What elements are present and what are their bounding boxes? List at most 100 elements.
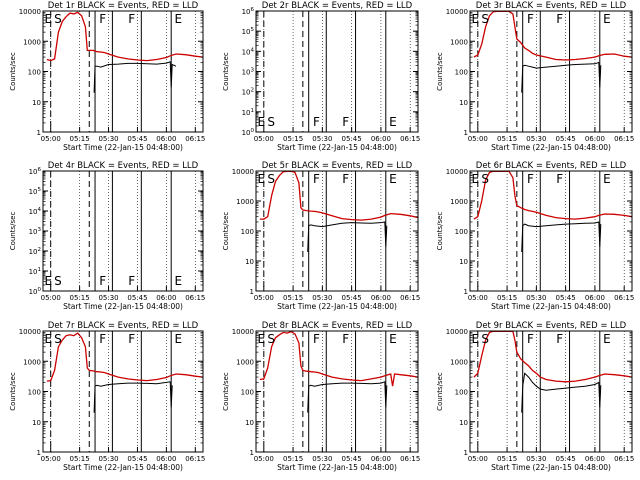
y-tick-label: 102 — [242, 88, 254, 97]
x-tick-label: 05:30 — [98, 455, 118, 463]
x-tick-label: 05:00 — [468, 455, 488, 463]
y-tick-label: 1 — [464, 449, 468, 457]
interval-marker: F — [99, 332, 106, 346]
y-tick-label: 10 — [459, 99, 468, 107]
x-tick-label: 06:15 — [614, 135, 634, 143]
detector-panel-8: Det 8r BLACK = Events, RED = LLD 1 10 100 10… — [222, 321, 420, 472]
interval-marker: F — [99, 12, 106, 26]
interval-marker: F — [342, 332, 349, 346]
interval-marker: E — [174, 332, 182, 346]
y-axis-label: Counts/sec — [9, 212, 17, 251]
detector-panel-1: Det 1r BLACK = Events, RED = LLD 1 10 100 10… — [9, 1, 205, 152]
interval-marker: F — [556, 12, 563, 26]
y-tick-label: 1000 — [236, 358, 254, 366]
y-tick-label: 1 — [250, 288, 254, 296]
series-lld — [46, 332, 203, 382]
y-tick-label: 100 — [28, 69, 41, 77]
y-tick-label: 1000 — [23, 38, 41, 46]
x-tick-label: 06:15 — [614, 294, 634, 302]
x-tick-label: 05:15 — [283, 294, 303, 302]
y-tick-label: 104 — [29, 207, 42, 216]
interval-marker: S — [54, 12, 62, 26]
y-tick-label: 10 — [245, 419, 254, 427]
plot-frame — [255, 330, 419, 453]
y-axis-label: Counts/sec — [436, 372, 444, 411]
x-tick-label: 05:00 — [254, 294, 274, 302]
panel-title: Det 5r BLACK = Events, RED = LLD — [262, 161, 413, 171]
interval-marker: S — [267, 332, 275, 346]
series-lld — [473, 11, 632, 61]
y-tick-label: 10 — [459, 419, 468, 427]
interval-marker: E — [45, 12, 53, 26]
y-tick-label: 10000 — [232, 328, 254, 336]
detector-panel-7: Det 7r BLACK = Events, RED = LLD 1 10 100 10… — [9, 321, 205, 472]
interval-marker: E — [258, 115, 266, 129]
x-tick-label: 05:30 — [526, 294, 546, 302]
plot-frame — [42, 10, 204, 133]
x-tick-label: 05:45 — [556, 135, 576, 143]
panel-title: Det 4r BLACK = Events, RED = LLD — [48, 161, 199, 171]
series-lld — [46, 11, 203, 62]
panel-title: Det 7r BLACK = Events, RED = LLD — [48, 321, 199, 331]
x-tick-label: 05:30 — [526, 455, 546, 463]
x-tick-label: 05:15 — [283, 135, 303, 143]
x-tick-label: 06:15 — [185, 135, 205, 143]
y-tick-label: 1 — [37, 129, 41, 137]
y-tick-label: 100 — [455, 69, 468, 77]
y-tick-label: 103 — [242, 68, 255, 77]
interval-marker: E — [258, 332, 266, 346]
interval-marker: E — [389, 115, 397, 129]
interval-marker: E — [45, 332, 53, 346]
y-tick-label: 1 — [37, 449, 41, 457]
series-lld — [259, 331, 418, 387]
detector-panel-2: Det 2r BLACK = Events, RED = LLD 100 101 10… — [222, 1, 420, 152]
detector-panel-4: Det 4r BLACK = Events, RED = LLD 100 101 10… — [9, 161, 205, 311]
x-axis-label: Start Time (22-Jan-15 04:48:00) — [491, 463, 611, 472]
interval-marker: S — [267, 115, 275, 129]
interval-marker: E — [472, 172, 480, 186]
plot-frame — [42, 330, 204, 453]
y-axis-label: Counts/sec — [436, 212, 444, 251]
y-tick-label: 101 — [29, 267, 41, 276]
panel-title: Det 6r BLACK = Events, RED = LLD — [476, 161, 627, 171]
y-tick-label: 104 — [242, 47, 255, 56]
interval-marker: S — [267, 172, 275, 186]
series-events — [93, 381, 173, 413]
plot-frame — [255, 170, 419, 292]
x-tick-label: 05:00 — [254, 135, 274, 143]
y-tick-label: 101 — [242, 108, 254, 117]
x-tick-label: 05:30 — [98, 135, 118, 143]
y-axis-label: Counts/sec — [222, 212, 230, 251]
y-tick-label: 1000 — [450, 38, 468, 46]
x-tick-label: 05:15 — [70, 455, 90, 463]
x-tick-label: 06:00 — [156, 294, 176, 302]
x-tick-label: 05:45 — [127, 135, 147, 143]
x-tick-label: 05:30 — [312, 455, 332, 463]
y-tick-label: 100 — [28, 389, 41, 397]
panel-title: Det 8r BLACK = Events, RED = LLD — [262, 321, 413, 331]
interval-marker: F — [313, 115, 320, 129]
x-tick-label: 06:00 — [585, 455, 605, 463]
x-tick-label: 06:00 — [156, 135, 176, 143]
x-tick-label: 05:00 — [41, 455, 61, 463]
x-tick-label: 06:15 — [400, 135, 420, 143]
y-axis-label: Counts/sec — [222, 372, 230, 411]
y-tick-label: 102 — [29, 247, 41, 256]
interval-marker: S — [481, 12, 489, 26]
interval-marker: F — [556, 332, 563, 346]
x-tick-label: 05:45 — [556, 455, 576, 463]
series-lld — [473, 171, 632, 220]
panel-title: Det 9r BLACK = Events, RED = LLD — [476, 321, 627, 331]
x-tick-label: 06:00 — [371, 455, 391, 463]
y-axis-label: Counts/sec — [9, 372, 17, 411]
interval-marker: E — [472, 12, 480, 26]
interval-marker: F — [556, 172, 563, 186]
interval-marker: F — [342, 115, 349, 129]
y-tick-label: 106 — [29, 167, 42, 176]
plot-frame — [469, 170, 633, 292]
y-tick-label: 103 — [29, 227, 42, 236]
interval-marker: F — [128, 274, 135, 288]
y-axis-label: Counts/sec — [436, 52, 444, 91]
y-tick-label: 100 — [29, 287, 42, 296]
x-tick-label: 05:15 — [283, 455, 303, 463]
